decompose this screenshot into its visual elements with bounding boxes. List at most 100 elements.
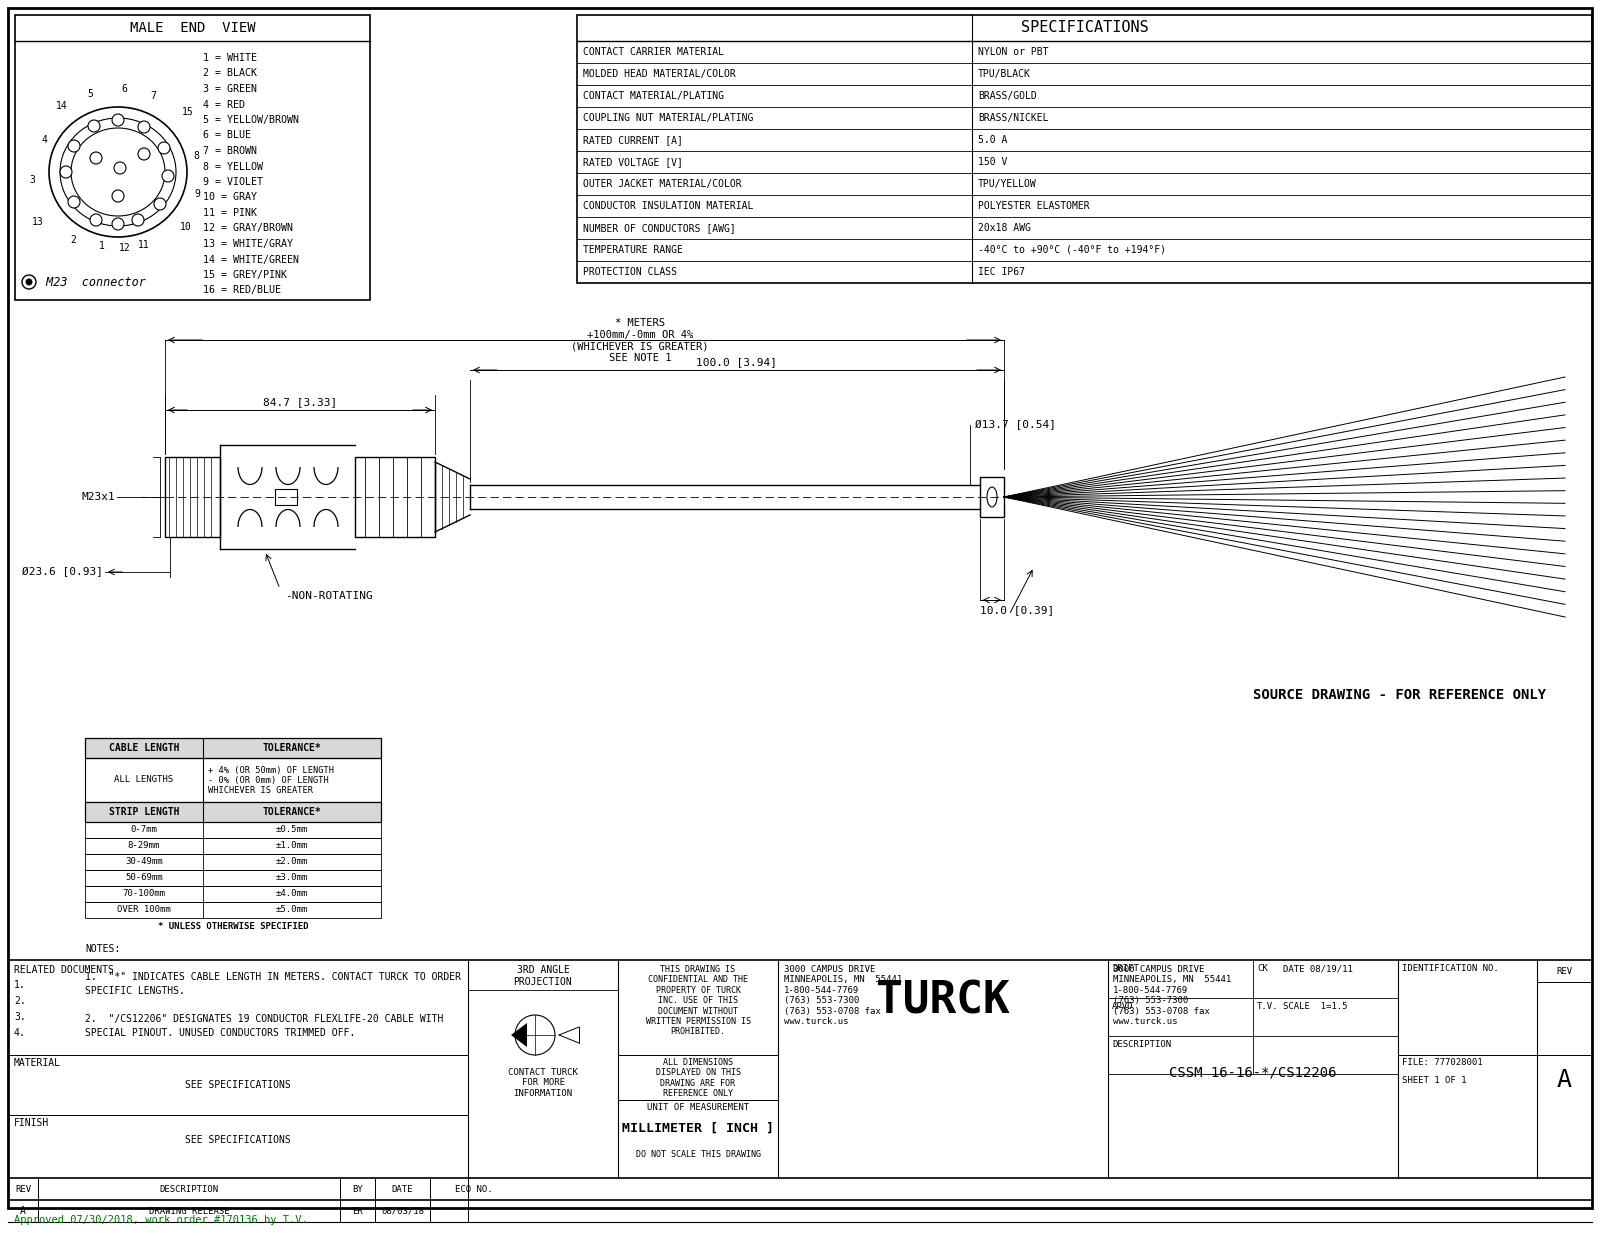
Text: 13: 13	[32, 216, 43, 228]
Text: M23  connector: M23 connector	[38, 276, 146, 288]
Text: 10 = GRAY: 10 = GRAY	[203, 193, 258, 203]
Text: SEE SPECIFICATIONS: SEE SPECIFICATIONS	[186, 1080, 291, 1090]
Text: TPU/BLACK: TPU/BLACK	[978, 69, 1030, 79]
Text: 7: 7	[150, 92, 155, 101]
Text: CONTACT TURCK
FOR MORE
INFORMATION: CONTACT TURCK FOR MORE INFORMATION	[509, 1068, 578, 1097]
Polygon shape	[510, 1023, 526, 1047]
Text: 15: 15	[182, 106, 194, 118]
Text: DESCRIPTION: DESCRIPTION	[160, 1185, 219, 1194]
Text: TOLERANCE*: TOLERANCE*	[262, 807, 322, 816]
Text: 5: 5	[86, 89, 93, 99]
Bar	[165, 456, 221, 537]
Text: 70-100mm: 70-100mm	[123, 889, 165, 898]
Text: NUMBER OF CONDUCTORS [AWG]: NUMBER OF CONDUCTORS [AWG]	[582, 223, 736, 233]
Text: ±5.0mm: ±5.0mm	[275, 905, 309, 914]
Text: 4 = RED: 4 = RED	[203, 99, 245, 110]
Text: SPECIFIC LENGTHS.: SPECIFIC LENGTHS.	[85, 986, 186, 996]
Text: TEMPERATURE RANGE: TEMPERATURE RANGE	[582, 245, 683, 255]
Text: PROTECTION CLASS: PROTECTION CLASS	[582, 267, 677, 277]
Text: 11 = PINK: 11 = PINK	[203, 208, 258, 218]
Text: 10.0 [0.39]: 10.0 [0.39]	[979, 605, 1054, 615]
Text: 8 = YELLOW: 8 = YELLOW	[203, 162, 262, 172]
Circle shape	[162, 169, 174, 182]
Text: M23x1: M23x1	[82, 492, 115, 502]
Text: 5.0 A: 5.0 A	[978, 135, 1008, 145]
Text: 2.  "/CS12206" DESIGNATES 19 CONDUCTOR FLEXLIFE-20 CABLE WITH: 2. "/CS12206" DESIGNATES 19 CONDUCTOR FL…	[85, 1014, 443, 1024]
Text: STRIP LENGTH: STRIP LENGTH	[109, 807, 179, 816]
Bar	[85, 886, 381, 902]
Text: 10: 10	[181, 221, 192, 233]
Text: 3000 CAMPUS DRIVE
MINNEAPOLIS, MN  55441
1-800-544-7769
(763) 553-7300
(763) 553: 3000 CAMPUS DRIVE MINNEAPOLIS, MN 55441 …	[1114, 965, 1232, 1025]
Circle shape	[131, 214, 144, 226]
Circle shape	[138, 148, 150, 160]
Text: 2 = BLACK: 2 = BLACK	[203, 68, 258, 78]
Text: CONDUCTOR INSULATION MATERIAL: CONDUCTOR INSULATION MATERIAL	[582, 200, 754, 212]
Text: 1.  "*" INDICATES CABLE LENGTH IN METERS. CONTACT TURCK TO ORDER: 1. "*" INDICATES CABLE LENGTH IN METERS.…	[85, 972, 461, 982]
Text: 8-29mm: 8-29mm	[128, 841, 160, 851]
Text: SPECIFICATIONS: SPECIFICATIONS	[1021, 21, 1149, 36]
Text: COUPLING NUT MATERIAL/PLATING: COUPLING NUT MATERIAL/PLATING	[582, 113, 754, 122]
Text: CK: CK	[1258, 964, 1267, 974]
Text: CONTACT CARRIER MATERIAL: CONTACT CARRIER MATERIAL	[582, 47, 723, 57]
Text: TOLERANCE*: TOLERANCE*	[262, 743, 322, 753]
Text: ALL DIMENSIONS
DISPLAYED ON THIS
DRAWING ARE FOR
REFERENCE ONLY: ALL DIMENSIONS DISPLAYED ON THIS DRAWING…	[656, 1058, 741, 1098]
Text: APVD: APVD	[1112, 1002, 1133, 1011]
Text: 12 = GRAY/BROWN: 12 = GRAY/BROWN	[203, 224, 293, 234]
Text: 08/03/18: 08/03/18	[381, 1206, 424, 1216]
Text: SOURCE DRAWING - FOR REFERENCE ONLY: SOURCE DRAWING - FOR REFERENCE ONLY	[1253, 688, 1547, 703]
Text: REV: REV	[1557, 966, 1573, 976]
Text: RATED CURRENT [A]: RATED CURRENT [A]	[582, 135, 683, 145]
Text: DATE 08/19/11: DATE 08/19/11	[1283, 964, 1354, 974]
Text: 50-69mm: 50-69mm	[125, 873, 163, 882]
Text: DRIFT: DRIFT	[1112, 964, 1139, 974]
Circle shape	[154, 198, 166, 210]
Bar	[85, 823, 381, 837]
Text: 9 = VIOLET: 9 = VIOLET	[203, 177, 262, 187]
Text: 84.7 [3.33]: 84.7 [3.33]	[262, 397, 338, 407]
Text: - 0% (OR 0mm) OF LENGTH: - 0% (OR 0mm) OF LENGTH	[208, 776, 328, 785]
Text: 3: 3	[29, 174, 35, 186]
Text: 3000 CAMPUS DRIVE
MINNEAPOLIS, MN  55441
1-800-544-7769
(763) 553-7300
(763) 553: 3000 CAMPUS DRIVE MINNEAPOLIS, MN 55441 …	[784, 965, 902, 1025]
Text: 100.0 [3.94]: 100.0 [3.94]	[696, 357, 778, 367]
Text: 8: 8	[194, 151, 198, 161]
Text: DESCRIPTION: DESCRIPTION	[1112, 1040, 1171, 1049]
Ellipse shape	[50, 106, 187, 238]
Text: -NON-ROTATING: -NON-ROTATING	[285, 591, 373, 601]
Text: ECO NO.: ECO NO.	[454, 1185, 493, 1194]
Text: SEE SPECIFICATIONS: SEE SPECIFICATIONS	[186, 1136, 291, 1145]
Text: THIS DRAWING IS
CONFIDENTIAL AND THE
PROPERTY OF TURCK
INC. USE OF THIS
DOCUMENT: THIS DRAWING IS CONFIDENTIAL AND THE PRO…	[645, 965, 750, 1037]
Circle shape	[88, 120, 99, 132]
Text: * METERS
+100mm/-0mm OR 4%
(WHICHEVER IS GREATER)
SEE NOTE 1: * METERS +100mm/-0mm OR 4% (WHICHEVER IS…	[571, 318, 709, 362]
Bar	[14, 15, 370, 301]
Text: BY: BY	[352, 1185, 363, 1194]
Bar	[578, 15, 1592, 283]
Circle shape	[158, 142, 170, 153]
Text: 4: 4	[42, 135, 46, 145]
Text: FILE: 777028001: FILE: 777028001	[1402, 1058, 1483, 1068]
Text: ±3.0mm: ±3.0mm	[275, 873, 309, 882]
Text: MATERIAL: MATERIAL	[14, 1058, 61, 1068]
Text: ±0.5mm: ±0.5mm	[275, 825, 309, 835]
Text: 3.: 3.	[14, 1012, 26, 1022]
Text: CABLE LENGTH: CABLE LENGTH	[109, 743, 179, 753]
Text: 11: 11	[138, 240, 150, 250]
Bar	[85, 902, 381, 918]
Text: DO NOT SCALE THIS DRAWING: DO NOT SCALE THIS DRAWING	[635, 1150, 760, 1159]
Text: BRASS/GOLD: BRASS/GOLD	[978, 92, 1037, 101]
Bar	[275, 489, 298, 505]
Circle shape	[26, 280, 32, 285]
Text: T.V.: T.V.	[1258, 1002, 1278, 1011]
Text: 5 = YELLOW/BROWN: 5 = YELLOW/BROWN	[203, 115, 299, 125]
Text: 3 = GREEN: 3 = GREEN	[203, 84, 258, 94]
Text: SHEET 1 OF 1: SHEET 1 OF 1	[1402, 1076, 1467, 1085]
Circle shape	[22, 275, 35, 289]
Bar	[85, 738, 381, 758]
Text: REV: REV	[14, 1185, 30, 1194]
Bar	[85, 854, 381, 870]
Circle shape	[112, 218, 125, 230]
Bar	[979, 477, 1005, 517]
Circle shape	[90, 214, 102, 226]
Text: 1 = WHITE: 1 = WHITE	[203, 53, 258, 63]
Text: ±2.0mm: ±2.0mm	[275, 857, 309, 866]
Text: BRASS/NICKEL: BRASS/NICKEL	[978, 113, 1048, 122]
